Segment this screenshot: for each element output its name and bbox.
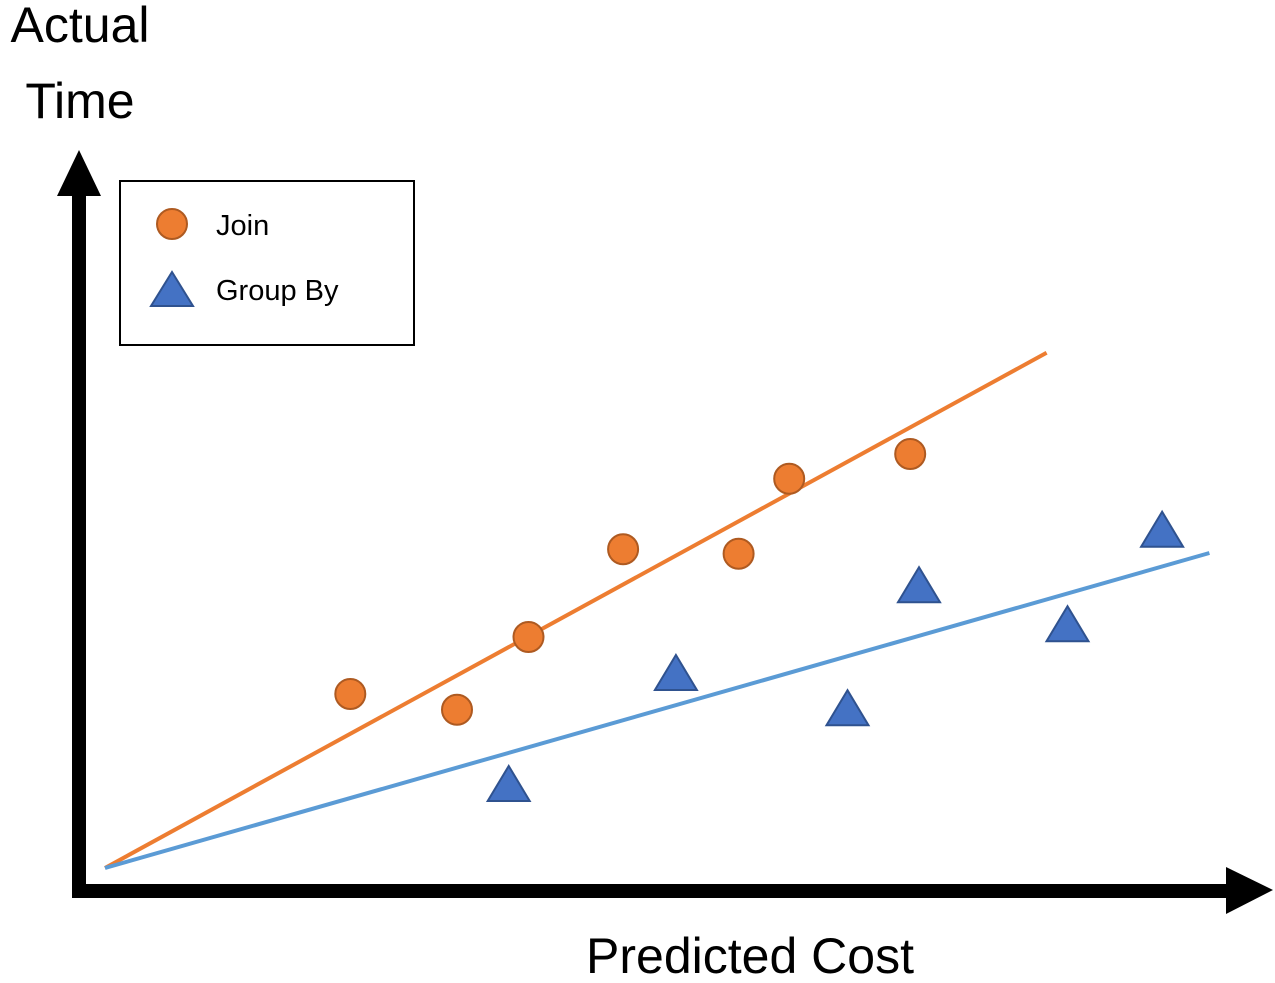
data-points xyxy=(334,438,1185,802)
join-point xyxy=(334,678,367,710)
legend-join-marker xyxy=(156,208,188,240)
join-point xyxy=(722,537,755,570)
group-by-trendline xyxy=(104,551,1210,870)
join-point xyxy=(441,693,473,726)
join-trendline xyxy=(104,350,1048,870)
legend: Join Group By xyxy=(119,180,415,346)
x-axis xyxy=(72,867,1273,914)
group-by-point xyxy=(485,764,532,802)
join-point xyxy=(512,621,545,653)
group-by-point xyxy=(1044,604,1091,643)
y-axis-label-line-1: Actual xyxy=(11,0,150,53)
legend-group-by-label: Group By xyxy=(216,275,339,307)
join-point xyxy=(773,462,806,495)
group-by-point xyxy=(1139,509,1185,548)
y-axis-arrowhead xyxy=(57,150,101,196)
trendlines xyxy=(104,350,1210,870)
legend-group-by-marker xyxy=(149,270,195,307)
join-point xyxy=(894,438,927,470)
x-axis-label: Predicted Cost xyxy=(586,928,914,978)
join-point xyxy=(607,533,640,566)
y-axis xyxy=(57,150,101,892)
x-axis-arrowhead xyxy=(1226,867,1273,914)
legend-join-label: Join xyxy=(216,210,269,242)
group-by-point xyxy=(896,565,942,604)
group-by-point xyxy=(653,653,699,691)
y-axis-label-line-2: Time xyxy=(25,73,134,129)
group-by-point xyxy=(824,688,871,727)
